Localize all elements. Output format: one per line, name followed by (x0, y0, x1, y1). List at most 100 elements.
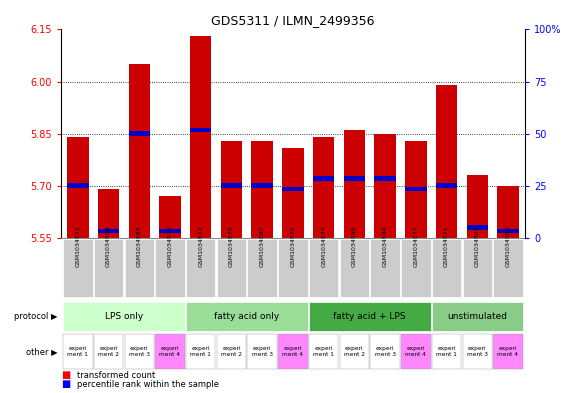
Text: experi
ment 3: experi ment 3 (252, 346, 273, 357)
Text: ■: ■ (61, 379, 70, 389)
Bar (220, 141, 242, 238)
Text: GSM1034581: GSM1034581 (475, 226, 480, 267)
FancyBboxPatch shape (340, 239, 369, 298)
Bar (497, 185, 519, 238)
Text: protocol ▶: protocol ▶ (14, 312, 58, 321)
Text: experi
ment 1: experi ment 1 (436, 346, 457, 357)
Bar (67, 137, 89, 238)
FancyBboxPatch shape (125, 239, 154, 298)
FancyBboxPatch shape (493, 334, 523, 369)
FancyBboxPatch shape (401, 239, 430, 298)
Text: experi
ment 2: experi ment 2 (98, 346, 119, 357)
FancyBboxPatch shape (309, 302, 430, 331)
Bar (466, 225, 488, 230)
FancyBboxPatch shape (462, 334, 492, 369)
FancyBboxPatch shape (248, 239, 277, 298)
Bar (98, 189, 119, 238)
FancyBboxPatch shape (309, 239, 338, 298)
Text: GSM1034574: GSM1034574 (321, 225, 326, 267)
Text: experi
ment 1: experi ment 1 (313, 346, 334, 357)
Text: GSM1034583: GSM1034583 (137, 225, 142, 267)
Text: GSM1034580: GSM1034580 (352, 226, 357, 267)
FancyBboxPatch shape (125, 334, 154, 369)
Text: GSM1034579: GSM1034579 (106, 225, 111, 267)
FancyBboxPatch shape (217, 239, 246, 298)
Text: GSM1034575: GSM1034575 (291, 225, 295, 267)
Bar (436, 85, 457, 238)
Text: GSM1034585: GSM1034585 (506, 226, 510, 267)
Bar (190, 128, 212, 132)
Bar (220, 184, 242, 188)
Text: GSM1034576: GSM1034576 (168, 225, 172, 267)
Text: GSM1034584: GSM1034584 (383, 225, 387, 267)
FancyBboxPatch shape (371, 334, 400, 369)
Text: GSM1034578: GSM1034578 (229, 225, 234, 267)
FancyBboxPatch shape (248, 334, 277, 369)
Text: transformed count: transformed count (77, 371, 155, 380)
FancyBboxPatch shape (432, 302, 523, 331)
FancyBboxPatch shape (432, 334, 461, 369)
Text: experi
ment 2: experi ment 2 (221, 346, 242, 357)
FancyBboxPatch shape (155, 334, 185, 369)
Bar (497, 229, 519, 233)
Text: unstimulated: unstimulated (447, 312, 508, 321)
Bar (251, 184, 273, 188)
Bar (466, 175, 488, 238)
Text: experi
ment 3: experi ment 3 (467, 346, 488, 357)
FancyBboxPatch shape (63, 239, 93, 298)
Bar (67, 184, 89, 188)
Bar (98, 229, 119, 233)
Bar (129, 64, 150, 238)
Text: experi
ment 4: experi ment 4 (282, 346, 303, 357)
FancyBboxPatch shape (309, 334, 338, 369)
Text: GSM1034573: GSM1034573 (75, 225, 80, 267)
FancyBboxPatch shape (186, 239, 215, 298)
FancyBboxPatch shape (278, 239, 307, 298)
Text: experi
ment 4: experi ment 4 (405, 346, 426, 357)
FancyBboxPatch shape (340, 334, 369, 369)
Bar (405, 187, 426, 191)
FancyBboxPatch shape (462, 239, 492, 298)
FancyBboxPatch shape (63, 302, 185, 331)
Text: ■: ■ (61, 370, 70, 380)
FancyBboxPatch shape (186, 334, 215, 369)
Text: other ▶: other ▶ (26, 347, 58, 356)
Text: GSM1034577: GSM1034577 (414, 225, 418, 267)
Bar (282, 147, 304, 238)
Bar (343, 176, 365, 181)
Text: experi
ment 4: experi ment 4 (160, 346, 180, 357)
Text: LPS only: LPS only (105, 312, 143, 321)
FancyBboxPatch shape (63, 334, 93, 369)
Bar (190, 37, 212, 238)
Bar (282, 187, 304, 191)
Bar (343, 130, 365, 238)
Bar (160, 196, 181, 238)
FancyBboxPatch shape (278, 334, 307, 369)
Text: experi
ment 2: experi ment 2 (344, 346, 365, 357)
FancyBboxPatch shape (493, 239, 523, 298)
Text: experi
ment 4: experi ment 4 (498, 346, 519, 357)
FancyBboxPatch shape (186, 302, 307, 331)
Text: experi
ment 3: experi ment 3 (129, 346, 150, 357)
Text: experi
ment 1: experi ment 1 (190, 346, 211, 357)
FancyBboxPatch shape (94, 239, 124, 298)
FancyBboxPatch shape (371, 239, 400, 298)
Bar (251, 141, 273, 238)
Title: GDS5311 / ILMN_2499356: GDS5311 / ILMN_2499356 (211, 14, 375, 27)
Bar (313, 176, 335, 181)
FancyBboxPatch shape (401, 334, 430, 369)
FancyBboxPatch shape (432, 239, 461, 298)
Bar (405, 141, 426, 238)
Text: GSM1034572: GSM1034572 (198, 225, 203, 267)
Bar (160, 229, 181, 233)
Text: percentile rank within the sample: percentile rank within the sample (77, 380, 219, 389)
Text: experi
ment 1: experi ment 1 (67, 346, 88, 357)
Text: GSM1034582: GSM1034582 (260, 225, 264, 267)
Bar (374, 134, 396, 238)
FancyBboxPatch shape (155, 239, 185, 298)
Text: fatty acid only: fatty acid only (214, 312, 280, 321)
Bar (374, 176, 396, 181)
Text: GSM1034571: GSM1034571 (444, 225, 449, 267)
FancyBboxPatch shape (94, 334, 124, 369)
Text: fatty acid + LPS: fatty acid + LPS (334, 312, 406, 321)
